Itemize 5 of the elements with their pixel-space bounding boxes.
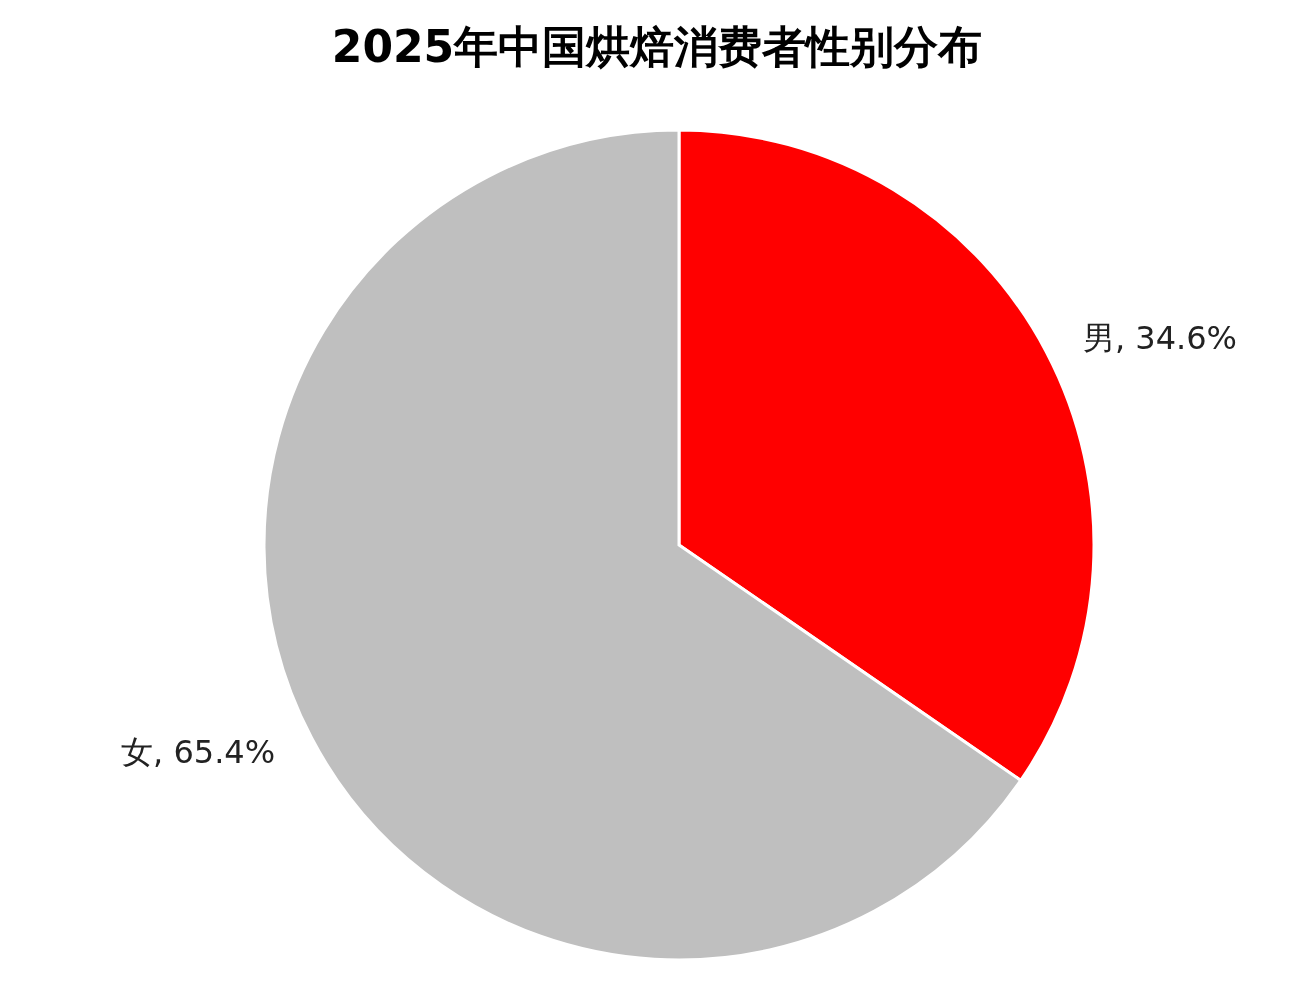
chart-title: 2025年中国烘焙消费者性别分布 xyxy=(331,21,983,72)
slice-label: 男 xyxy=(1082,319,1115,358)
data-label: , 34.6% xyxy=(1114,319,1237,358)
data-label: , 65.4% xyxy=(153,732,276,771)
slice-label: 女 xyxy=(121,732,154,771)
